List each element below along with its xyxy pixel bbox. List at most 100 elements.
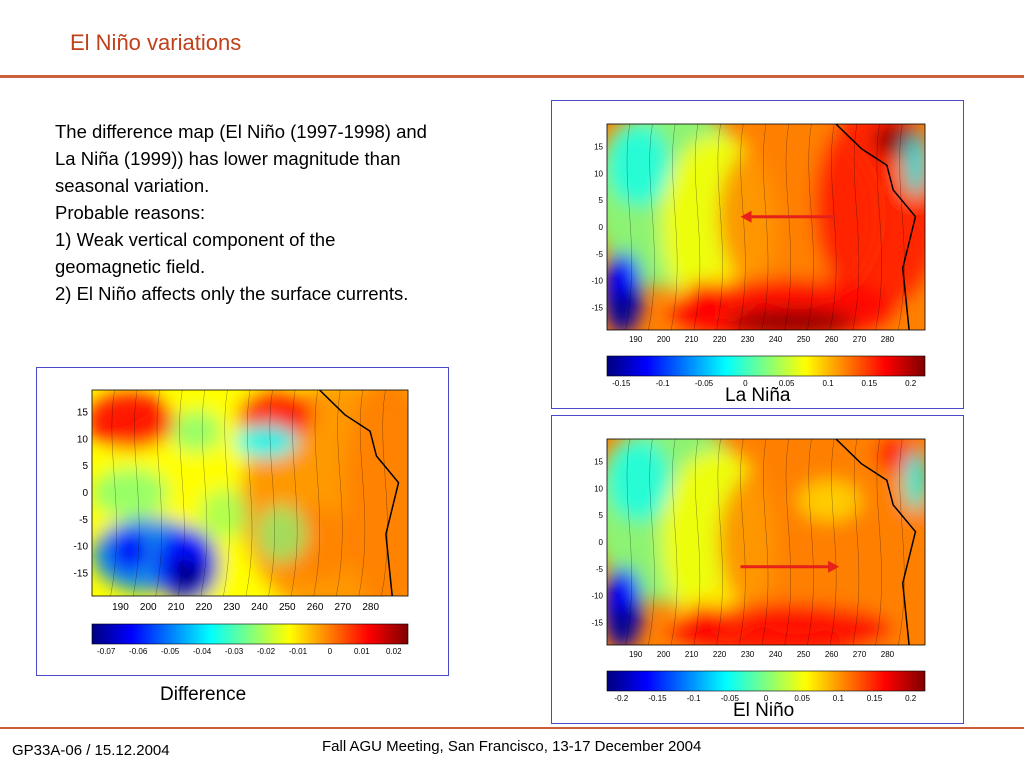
slide-title: El Niño variations (70, 30, 242, 55)
colorbar-tick-label: -0.07 (97, 647, 116, 656)
x-tick-label: 220 (713, 335, 727, 344)
y-tick-label: -5 (596, 565, 604, 574)
footer-left: GP33A-06 / 15.12.2004 (12, 742, 170, 759)
x-tick-label: 230 (223, 602, 240, 613)
x-tick-label: 220 (196, 602, 213, 613)
x-tick-label: 280 (881, 650, 895, 659)
colorbar-tick-label: 0 (764, 694, 769, 703)
difference-caption: Difference (160, 684, 247, 705)
colorbar-tick-label: -0.03 (225, 647, 244, 656)
y-tick-label: 15 (594, 458, 603, 467)
colorbar-tick-label: 0.01 (354, 647, 370, 656)
colorbar-tick-label: 0.1 (833, 694, 845, 703)
x-tick-label: 230 (741, 335, 755, 344)
plot-border (606, 123, 926, 331)
y-tick-label: 5 (82, 461, 88, 472)
y-tick-label: -5 (79, 515, 88, 526)
colorbar-tick-label: -0.02 (257, 647, 276, 656)
x-tick-label: 200 (657, 335, 671, 344)
colorbar-tick-label: 0.1 (822, 379, 834, 388)
y-tick-label: -10 (591, 277, 603, 286)
y-tick-label: 5 (599, 196, 604, 205)
difference-map-frame: 15 10 5 0 -5 -10 -15 190 200 210 220 230 240 250 260 27… (36, 367, 449, 676)
colorbar-tick-label: -0.15 (648, 694, 667, 703)
x-tick-label: 280 (362, 602, 379, 613)
body-text: The difference map (El Niño (1997-1998) … (55, 118, 435, 307)
colorbar-tick-label: -0.05 (721, 694, 740, 703)
y-tick-label: -10 (591, 592, 603, 601)
x-tick-label: 220 (713, 650, 727, 659)
body-paragraph-3: 1) Weak vertical component of the geomag… (55, 229, 336, 277)
colorbar-tick-label: 0 (328, 647, 333, 656)
footer-center: Fall AGU Meeting, San Francisco, 13-17 D… (322, 738, 702, 755)
footer-divider (0, 727, 1024, 729)
x-tick-label: 210 (685, 335, 699, 344)
difference-map-figure: 15 10 5 0 -5 -10 -15 190 200 210 220 230 240 250 260 27… (74, 389, 409, 656)
plot-border (606, 438, 926, 646)
x-tick-label: 190 (629, 335, 643, 344)
x-tick-label: 250 (279, 602, 296, 613)
title-divider (0, 75, 1024, 78)
colorbar-tick-label: 0.15 (867, 694, 883, 703)
colorbar-tick-label: 0.05 (794, 694, 810, 703)
x-tick-label: 200 (140, 602, 157, 613)
x-tick-label: 240 (251, 602, 268, 613)
coastline (318, 390, 400, 596)
colorbar-tick-label: -0.2 (614, 694, 628, 703)
body-paragraph-1: The difference map (El Niño (1997-1998) … (55, 121, 427, 196)
body-paragraph-4: 2) El Niño affects only the surface curr… (55, 283, 409, 304)
y-tick-label: -15 (591, 618, 603, 627)
y-tick-label: 10 (77, 434, 89, 445)
colorbar-tick-label: -0.04 (193, 647, 212, 656)
colorbar-tick-label: -0.15 (612, 379, 631, 388)
colorbar-tick-label: -0.1 (687, 694, 701, 703)
x-tick-label: 190 (629, 650, 643, 659)
x-tick-label: 210 (685, 650, 699, 659)
y-tick-label: 15 (77, 408, 89, 419)
x-tick-label: 200 (657, 650, 671, 659)
colorbar (91, 623, 409, 645)
la-nina-caption: La Niña (725, 385, 791, 406)
x-tick-label: 240 (769, 650, 783, 659)
arrow-head (828, 560, 840, 573)
y-tick-label: -15 (74, 568, 89, 579)
la-nina-map-figure: 15 10 5 0 -5 -10 -15 190 200 210 220 230 240 250 260 27… (591, 123, 926, 388)
colorbar-tick-label: 0.2 (905, 694, 917, 703)
y-tick-label: -5 (596, 250, 604, 259)
x-tick-label: 250 (797, 335, 811, 344)
x-tick-label: 270 (853, 650, 867, 659)
contour-field (607, 124, 925, 330)
x-tick-label: 260 (825, 650, 839, 659)
coastline (835, 439, 917, 645)
colorbar-tick-label: -0.1 (656, 379, 670, 388)
x-tick-label: 260 (825, 335, 839, 344)
x-tick-label: 210 (168, 602, 185, 613)
contour-field (607, 439, 925, 645)
el-nino-caption: El Niño (733, 700, 795, 721)
plot-border (91, 389, 409, 597)
colorbar-tick-label: 0 (743, 379, 748, 388)
y-tick-label: 0 (599, 223, 604, 232)
body-paragraph-2: Probable reasons: (55, 202, 206, 223)
y-tick-label: 15 (594, 143, 603, 152)
contour-field (92, 390, 408, 596)
y-tick-label: 5 (599, 511, 604, 520)
y-tick-label: -15 (591, 303, 603, 312)
x-tick-label: 270 (335, 602, 352, 613)
coastline (835, 124, 917, 330)
x-tick-label: 240 (769, 335, 783, 344)
colorbar-tick-label: 0.15 (862, 379, 878, 388)
colorbar-tick-label: 0.05 (779, 379, 795, 388)
x-tick-label: 260 (307, 602, 324, 613)
colorbar-tick-label: -0.06 (129, 647, 148, 656)
colorbar-tick-label: 0.02 (386, 647, 402, 656)
la-nina-map-frame: 15 10 5 0 -5 -10 -15 190 200 210 220 230 240 250 260 27… (551, 100, 964, 409)
colorbar (606, 670, 926, 692)
colorbar-tick-label: -0.05 (695, 379, 714, 388)
colorbar-tick-label: -0.01 (289, 647, 308, 656)
el-nino-map-frame: 15 10 5 0 -5 -10 -15 190 200 210 220 230 240 250 260 27… (551, 415, 964, 724)
y-tick-label: 10 (594, 169, 603, 178)
y-tick-label: 0 (599, 538, 604, 547)
x-tick-label: 230 (741, 650, 755, 659)
el-nino-map-figure: 15 10 5 0 -5 -10 -15 190 200 210 220 230 240 250 260 27… (591, 438, 926, 703)
